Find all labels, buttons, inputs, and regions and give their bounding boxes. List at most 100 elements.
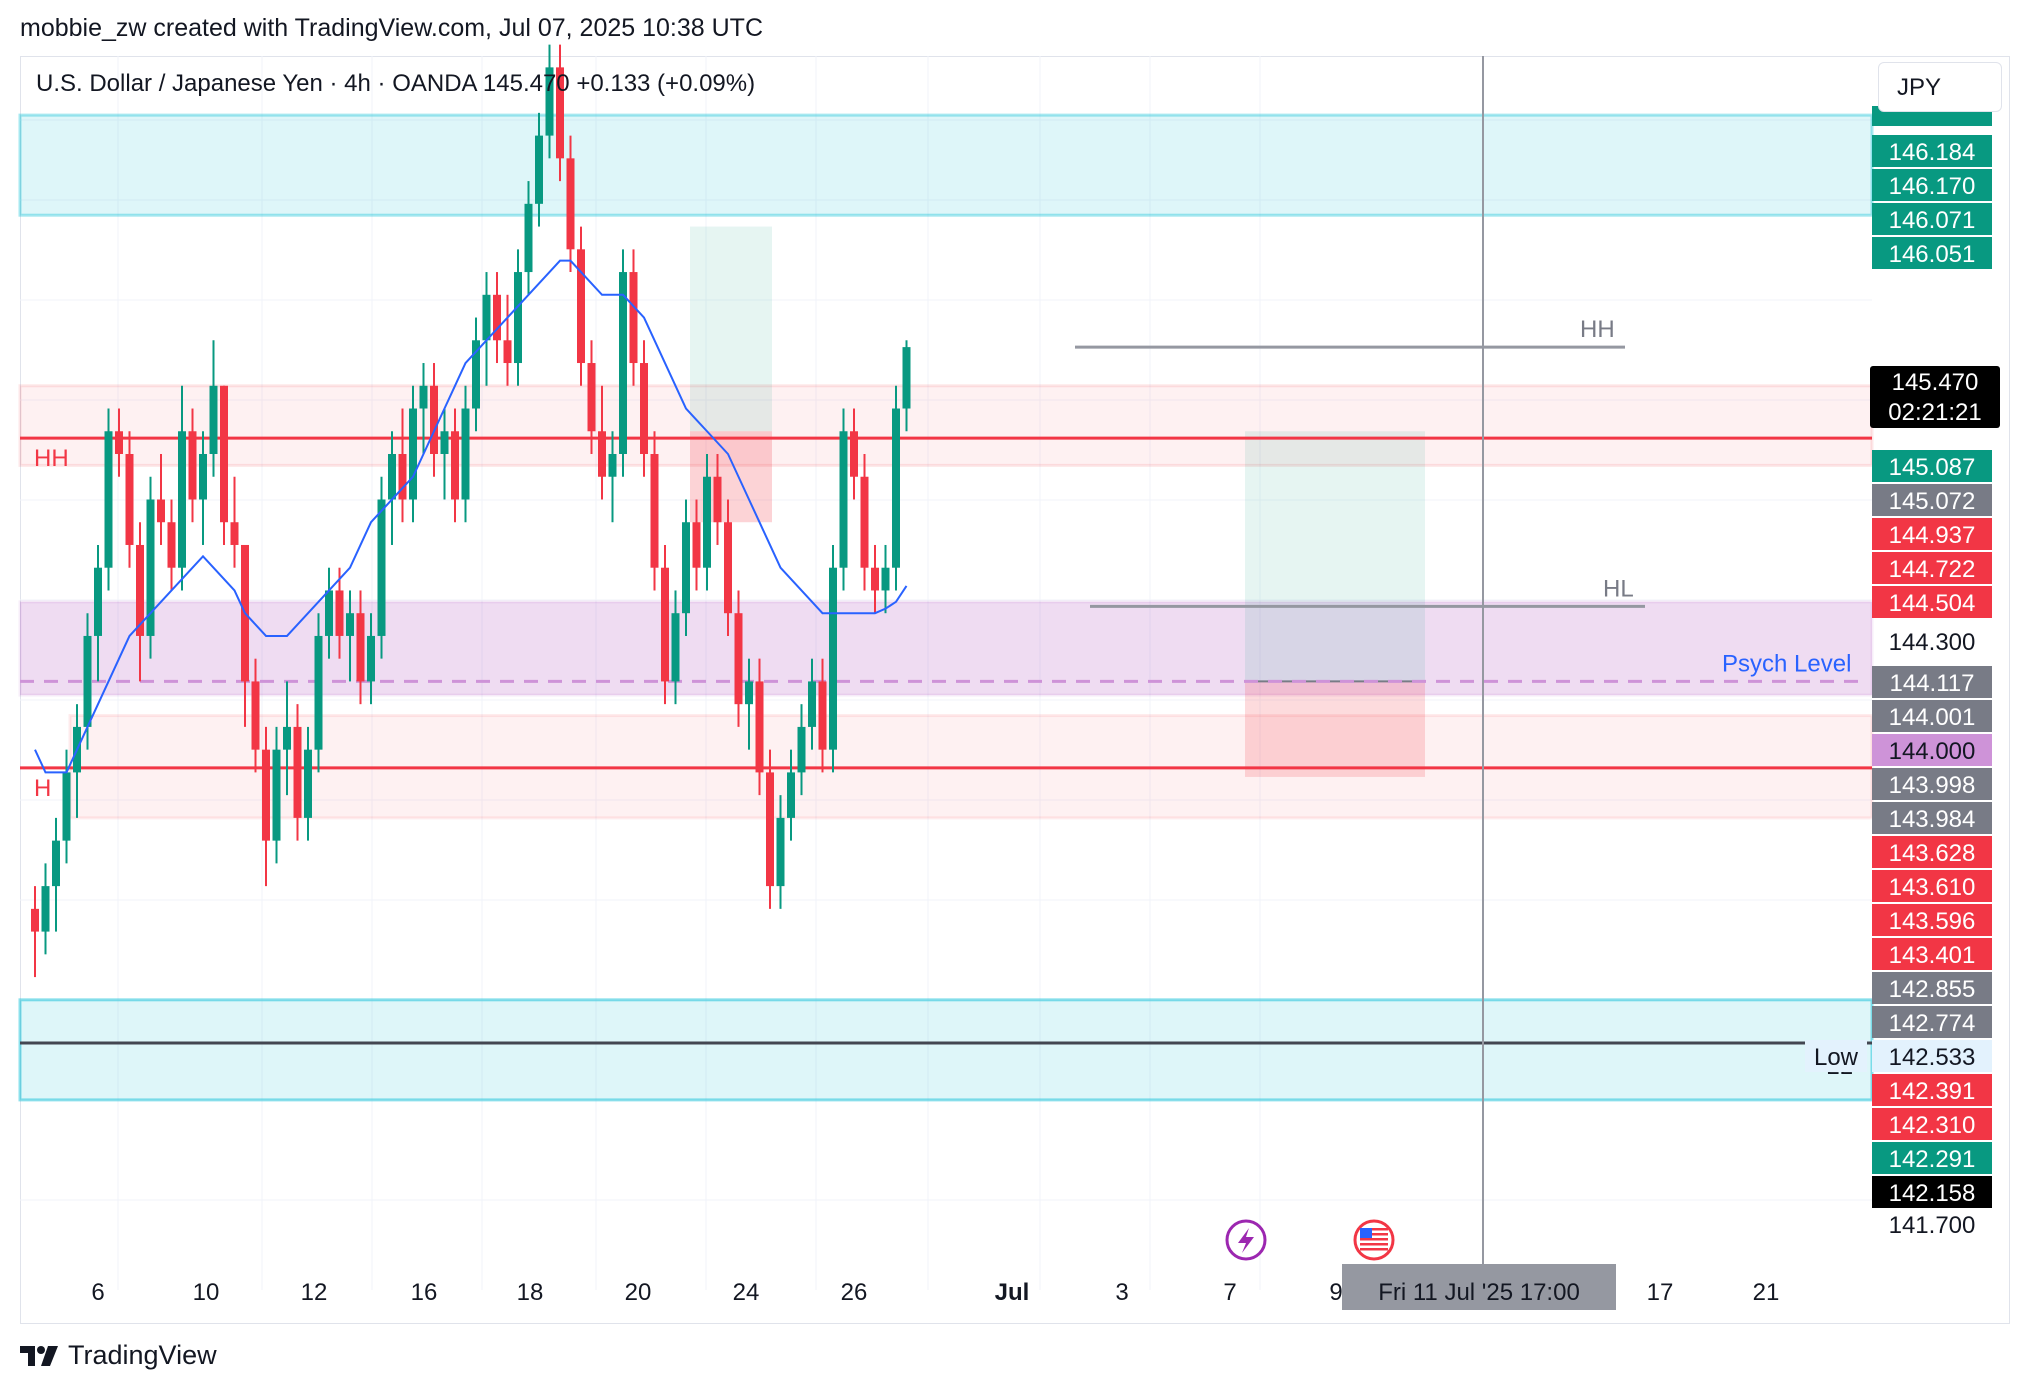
price-label-bg — [1872, 768, 1992, 800]
price-label: 144.504 — [1872, 586, 1992, 618]
time-axis-tick: 20 — [625, 1279, 652, 1306]
price-label-text: 144.722 — [1889, 556, 1976, 583]
candle-body — [419, 385, 428, 409]
candle-body — [598, 431, 606, 477]
candle-body — [577, 249, 585, 364]
price-label: 146.071 — [1872, 203, 1992, 235]
low-tag-text: Low — [1814, 1044, 1859, 1071]
price-label: 142.158 — [1872, 1176, 1992, 1208]
candle-body — [356, 613, 365, 682]
candle — [808, 658, 816, 750]
candle — [283, 681, 291, 796]
hh-left-label: HH — [34, 445, 69, 472]
candle-body — [619, 272, 627, 454]
price-label-bg — [1872, 972, 1992, 1004]
price-label-text: 142.855 — [1889, 976, 1976, 1003]
price-label-text: 143.401 — [1889, 942, 1976, 969]
price-label: 144.722 — [1872, 552, 1992, 584]
candle-body — [440, 431, 449, 454]
candle-body — [808, 681, 816, 727]
price-label-bg — [1872, 484, 1992, 516]
candle — [577, 226, 585, 386]
price-label-text: 142.291 — [1889, 1146, 1976, 1173]
candle-body — [188, 431, 197, 500]
candle — [262, 726, 270, 887]
price-label-text: 146.051 — [1889, 241, 1976, 268]
currency-selector[interactable]: JPY — [1878, 62, 2002, 112]
time-axis-tick: 24 — [733, 1279, 760, 1306]
candle-body — [524, 203, 533, 273]
candle — [157, 454, 165, 545]
low-tag: Low — [1805, 1040, 1867, 1072]
price-label: 146.184 — [1872, 135, 1992, 167]
candle-body — [104, 431, 113, 568]
candle-body — [745, 681, 753, 705]
price-label-text: 145.087 — [1889, 454, 1976, 481]
price-axis: 146.184 146.170 146.071 146.051 145.087 145.0… — [1870, 106, 2000, 1239]
candle — [535, 112, 543, 227]
brand-name: TradingView — [68, 1340, 217, 1370]
candle-body — [503, 340, 512, 364]
candle-body — [388, 454, 396, 500]
hh-left-lower-label: H — [34, 775, 51, 802]
candle-body — [136, 544, 144, 636]
time-axis-tick: Jul — [995, 1279, 1030, 1306]
candle-body — [52, 840, 60, 887]
candle — [62, 749, 71, 864]
candle — [724, 499, 732, 636]
price-label-bg — [1872, 1040, 1992, 1072]
candle — [251, 658, 260, 773]
candle-body — [451, 431, 459, 500]
candle — [713, 454, 722, 545]
price-label: 144.937 — [1872, 518, 1992, 550]
candle-body — [724, 522, 732, 614]
candle — [41, 863, 50, 955]
candle — [167, 499, 176, 591]
candle-body — [178, 431, 186, 568]
candle — [766, 749, 774, 909]
price-label-text: 144.117 — [1890, 670, 1975, 697]
candle-body — [346, 613, 354, 636]
candle — [115, 408, 123, 477]
psych-level-label: Psych Level — [1722, 650, 1851, 677]
grid-lines — [20, 56, 1872, 1290]
candle — [745, 658, 753, 750]
candle-body — [209, 385, 218, 454]
countdown-value: 02:21:21 — [1888, 399, 1981, 426]
price-label: 143.984 — [1872, 802, 1992, 834]
short-position-profit-box — [690, 226, 772, 432]
candle-body — [283, 726, 291, 750]
candle — [829, 544, 837, 773]
candle — [503, 294, 512, 386]
candle-body — [671, 613, 680, 682]
candle-body — [892, 408, 900, 568]
price-label: 144.117 — [1872, 666, 1992, 698]
candle-body — [629, 272, 638, 364]
candle-body — [787, 772, 795, 818]
lightning-icon — [1225, 1219, 1267, 1261]
candle — [209, 340, 218, 477]
price-label-text: 144.001 — [1889, 704, 1976, 731]
candle — [377, 476, 386, 659]
candle-body — [661, 567, 669, 682]
supply-zone-top — [18, 113, 1874, 217]
time-axis-tick: 10 — [193, 1279, 220, 1306]
price-label: 146.170 — [1872, 169, 1992, 201]
us-flag-canton — [1360, 1228, 1372, 1238]
candle — [335, 567, 344, 659]
price-label-text: 143.596 — [1889, 908, 1976, 935]
position-profit-box — [1245, 431, 1425, 682]
candle-body — [472, 340, 480, 409]
crosshair-time-bg — [1342, 1264, 1616, 1310]
price-label-bg — [1872, 1074, 1992, 1106]
candle-body — [860, 476, 869, 568]
candle-body — [493, 294, 501, 341]
price-label-text: 144.000 — [1889, 738, 1976, 765]
tradingview-brand[interactable]: TradingView — [20, 1340, 217, 1371]
candle-body — [41, 886, 50, 932]
candle — [388, 431, 396, 545]
candle — [104, 408, 113, 591]
price-label-bg — [1872, 836, 1992, 868]
price-label: 143.596 — [1872, 904, 1992, 936]
